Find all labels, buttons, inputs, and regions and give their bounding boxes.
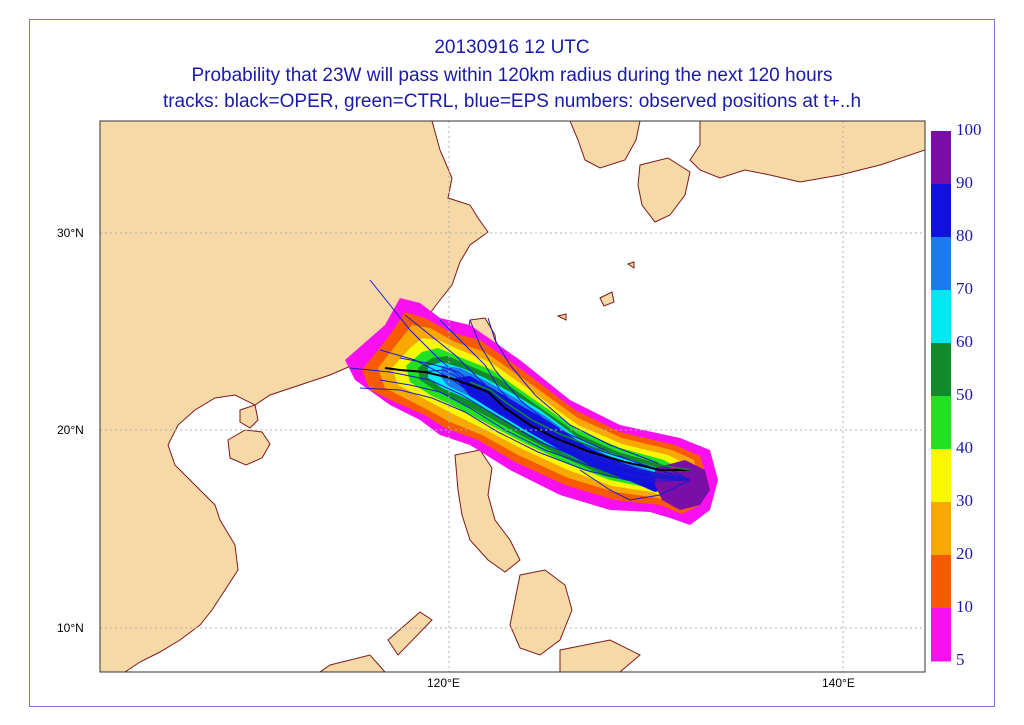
forecast-date-title: 20130916 12 UTC	[434, 37, 590, 58]
legend-swatch-70	[931, 237, 951, 291]
probability-title: Probability that 23W will pass within 12…	[191, 65, 833, 86]
land-mainland-asia	[100, 121, 489, 672]
legend-label-80: 80	[956, 226, 973, 245]
land-hainan	[227, 429, 271, 466]
legend-swatch-5	[931, 608, 951, 662]
eps-track	[419, 369, 691, 481]
land-visayas	[509, 569, 573, 656]
lon-label-120e: 120°E	[427, 676, 460, 690]
land-japan	[689, 121, 925, 183]
lat-label-10n: 10°N	[57, 621, 84, 635]
land-ryukyu	[556, 261, 635, 321]
legend-swatch-30	[931, 449, 951, 503]
eps-track	[487, 317, 691, 481]
legend-colorbar	[931, 131, 951, 662]
legend-swatch-40	[931, 396, 951, 450]
land-mindanao	[559, 639, 641, 672]
legend-swatch-50	[931, 343, 951, 397]
eps-track	[379, 349, 691, 481]
land-palawan	[387, 611, 433, 656]
land-luzon	[454, 449, 521, 573]
lat-label-20n: 20°N	[57, 423, 84, 437]
lon-label-140e: 140°E	[822, 676, 855, 690]
lat-label-30n: 30°N	[57, 226, 84, 240]
map-border	[99, 120, 926, 673]
land-kyushu	[637, 157, 691, 223]
legend-label-20: 20	[956, 544, 973, 563]
eps-track	[469, 319, 691, 481]
legend-label-70: 70	[956, 279, 973, 298]
ctrl-track	[469, 381, 691, 471]
legend-label-60: 60	[956, 332, 973, 351]
land-borneo	[319, 654, 386, 672]
plot-frame	[29, 19, 995, 707]
legend-swatch-90	[931, 131, 951, 185]
legend-swatch-60	[931, 290, 951, 344]
legend-swatch-20	[931, 502, 951, 556]
eps-tracks	[349, 279, 691, 501]
eps-track	[349, 367, 691, 481]
legend-label-100: 100	[956, 120, 982, 139]
legend-label-90: 90	[956, 173, 973, 192]
eps-track	[579, 469, 691, 501]
eps-track	[359, 387, 691, 483]
legend-label-5: 5	[956, 650, 965, 669]
legend-label-50: 50	[956, 385, 973, 404]
legend-label-30: 30	[956, 491, 973, 510]
legend-label-40: 40	[956, 438, 973, 457]
land-leizhou	[239, 404, 259, 429]
legend-label-10: 10	[956, 597, 973, 616]
legend-swatch-80	[931, 184, 951, 238]
tracks-legend-title: tracks: black=OPER, green=CTRL, blue=EPS…	[162, 91, 862, 112]
oper-track	[384, 367, 690, 471]
legend-swatch-10	[931, 555, 951, 609]
eps-track	[404, 314, 691, 481]
graticule	[100, 121, 925, 672]
land-korea	[569, 121, 641, 169]
